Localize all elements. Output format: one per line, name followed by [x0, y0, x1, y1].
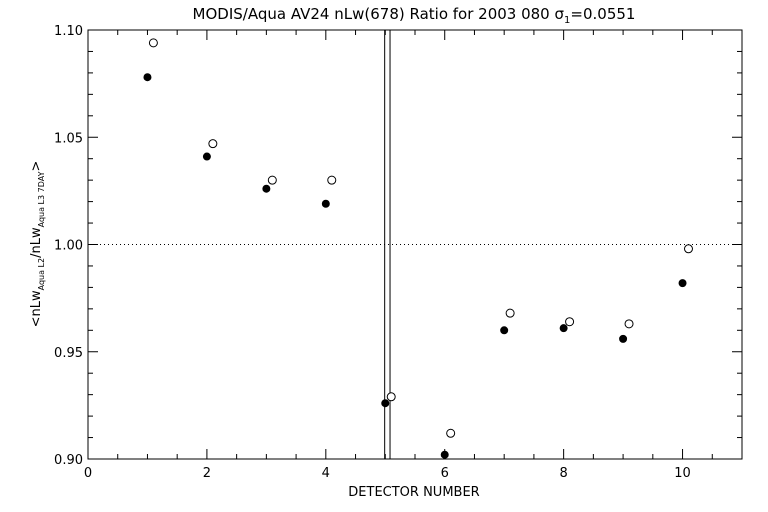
y-axis-label: <nLwAqua L2/nLwAqua L3 7DAY>: [29, 161, 46, 328]
filled-data-point: [619, 334, 628, 343]
open-data-point: [446, 428, 456, 438]
y-tick-label: 1.10: [54, 24, 83, 39]
sigma-symbol: σ: [555, 5, 565, 23]
sigma-value: =0.0551: [570, 5, 635, 23]
open-data-point: [267, 175, 277, 185]
open-data-point: [624, 319, 634, 329]
y-tick-label: 1.00: [54, 239, 83, 254]
sigma-subscript: 1: [564, 15, 570, 26]
x-tick-label: 0: [84, 466, 92, 481]
plot-area: 0 2 4 6 8 10 0.90 0.95 1.00 1.05 1.10: [54, 24, 743, 481]
x-tick-label: 8: [559, 466, 567, 481]
y-tick-label: 0.90: [54, 453, 83, 468]
filled-data-point: [440, 450, 449, 459]
y-label-sub2: Aqua L3 7DAY: [37, 171, 46, 227]
x-axis-label: DETECTOR NUMBER: [348, 485, 479, 500]
y-tick-label: 0.95: [54, 346, 83, 361]
filled-data-point: [500, 326, 509, 335]
open-data-point: [386, 392, 396, 402]
filled-data-point: [143, 73, 152, 82]
x-tick-label: 10: [674, 466, 691, 481]
open-data-point: [208, 139, 218, 149]
y-tick-label: 1.05: [54, 131, 83, 146]
filled-data-point: [381, 399, 390, 408]
filled-data-point: [559, 324, 568, 333]
open-data-point: [327, 175, 337, 185]
chart-title-main: MODIS/Aqua AV24 nLw(678) Ratio for 2003 …: [193, 5, 555, 23]
y-label-close: >: [29, 161, 44, 172]
filled-data-point: [678, 279, 687, 288]
open-data-point: [505, 308, 515, 318]
y-label-sub1: Aqua L2: [37, 258, 46, 290]
x-tick-label: 6: [441, 466, 449, 481]
open-data-point: [148, 38, 158, 48]
chart-title: MODIS/Aqua AV24 nLw(678) Ratio for 2003 …: [193, 5, 636, 26]
y-label-mid: /nLw: [29, 227, 44, 258]
open-data-point: [683, 244, 693, 254]
plot-frame: [87, 29, 743, 460]
filled-data-point: [202, 152, 211, 161]
filled-data-point: [262, 184, 271, 193]
y-label-open: <nLw: [29, 290, 44, 327]
open-data-point: [565, 317, 575, 327]
filled-data-point: [321, 199, 330, 208]
x-tick-label: 4: [322, 466, 330, 481]
x-tick-label: 2: [203, 466, 211, 481]
